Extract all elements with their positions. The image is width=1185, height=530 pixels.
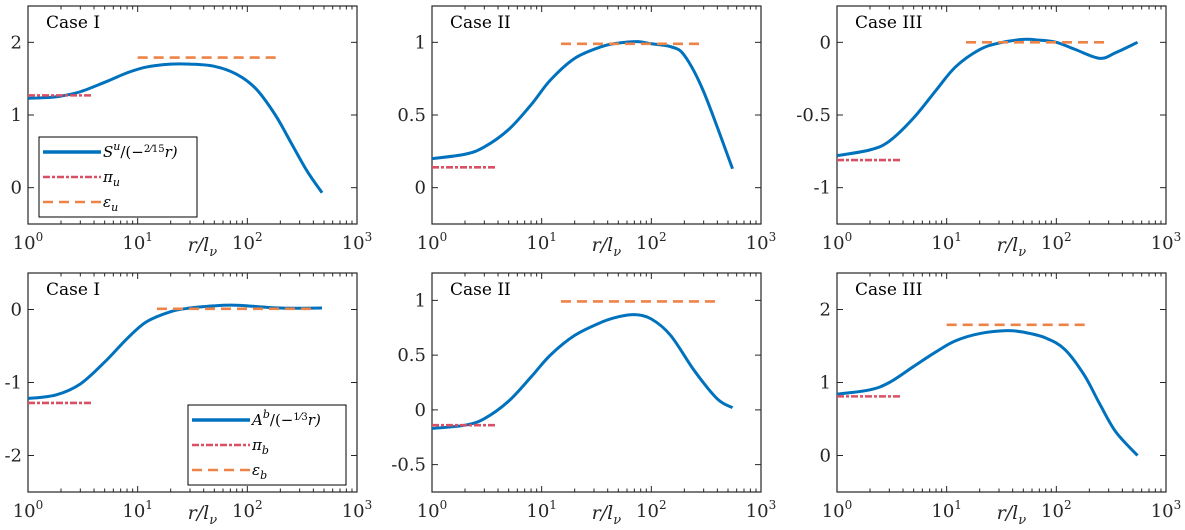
y-tick-label: -1 xyxy=(4,373,22,394)
x-tick-label: 100 xyxy=(822,498,853,522)
x-tick-label: 103 xyxy=(746,230,777,254)
y-tick-label: 0 xyxy=(11,178,22,199)
x-tick-label: 100 xyxy=(417,230,448,254)
panel-top-left: 100 101 102 103 r/lν 0 1 2 Case I Su/(−2⁄15r) πu εu xyxy=(11,5,373,260)
panel-top-right: 100 101 102 103 r/lν -1 -0.5 0 Case III xyxy=(796,5,1182,260)
x-tick-label: 100 xyxy=(822,230,853,254)
x-tick-label: 103 xyxy=(1151,498,1182,522)
y-tick-label: 2 xyxy=(11,32,22,53)
x-tick-label: 102 xyxy=(232,498,263,522)
series-curve-line xyxy=(28,303,323,401)
panel-bottom-middle: 100 101 102 103 r/lν -0.5 0 0.5 1 Case II xyxy=(391,272,777,528)
x-tick-label: 102 xyxy=(636,230,667,254)
legend: Ab/(−1⁄3r) πb εb xyxy=(187,404,347,486)
x-tick-label: 101 xyxy=(526,498,557,522)
y-tick-label: -1 xyxy=(813,178,831,199)
case-label: Case I xyxy=(46,280,100,300)
y-tick-label: 2 xyxy=(820,300,831,321)
x-axis-label: r/lν xyxy=(592,234,622,260)
x-tick-label: 102 xyxy=(232,230,263,254)
x-tick-label: 102 xyxy=(1041,498,1072,522)
case-label: Case II xyxy=(450,13,511,33)
axes-frame xyxy=(836,5,1167,225)
x-tick-label: 103 xyxy=(1151,230,1182,254)
panel-bottom-right: 100 101 102 103 r/lν 0 1 2 Case III xyxy=(820,272,1182,528)
x-tick-label: 101 xyxy=(931,498,962,522)
legend-label-eps: εb xyxy=(252,461,267,482)
y-tick-label: 0 xyxy=(820,446,831,467)
case-label: Case III xyxy=(855,280,922,300)
series-curve-line xyxy=(837,329,1139,457)
x-tick-label: 101 xyxy=(526,230,557,254)
y-tick-label: 1 xyxy=(415,290,426,311)
y-tick-label: 0 xyxy=(11,300,22,321)
legend-box xyxy=(38,136,198,218)
axes-frame xyxy=(431,5,762,225)
x-axis-label: r/lν xyxy=(188,234,218,260)
y-tick-label: 0 xyxy=(415,178,426,199)
x-tick-label: 100 xyxy=(417,498,448,522)
y-tick-label: 1 xyxy=(11,105,22,126)
x-tick-label: 101 xyxy=(931,230,962,254)
x-tick-label: 102 xyxy=(636,498,667,522)
x-tick-label: 100 xyxy=(13,498,44,522)
x-tick-label: 100 xyxy=(13,230,44,254)
series-curve-line xyxy=(432,313,734,430)
y-tick-label: -0.5 xyxy=(391,455,426,476)
y-tick-label: -0.5 xyxy=(796,105,831,126)
legend-label-curve: Ab/(−1⁄3r) xyxy=(250,408,321,429)
y-tick-label: 0 xyxy=(820,32,831,53)
x-tick-label: 103 xyxy=(342,498,373,522)
y-tick-label: 1 xyxy=(415,32,426,53)
legend-label-pi: πu xyxy=(102,168,120,189)
legend-label-pi: πb xyxy=(251,436,269,457)
x-tick-label: 101 xyxy=(122,230,153,254)
series-curve-line xyxy=(432,40,734,170)
x-tick-label: 102 xyxy=(1041,230,1072,254)
x-axis-label: r/lν xyxy=(997,502,1027,528)
legend: Su/(−2⁄15r) πu εu xyxy=(38,136,198,218)
x-axis-label: r/lν xyxy=(997,234,1027,260)
legend-label-curve: Su/(−2⁄15r) xyxy=(103,140,178,161)
panel-top-middle: 100 101 102 103 r/lν 0 0.5 1 Case II xyxy=(397,5,777,260)
x-tick-label: 101 xyxy=(122,498,153,522)
x-axis-label: r/lν xyxy=(592,502,622,528)
y-tick-label: -2 xyxy=(4,446,22,467)
y-tick-label: 0.5 xyxy=(397,345,426,366)
x-axis-label: r/lν xyxy=(188,502,218,528)
y-tick-label: 1 xyxy=(820,373,831,394)
case-label: Case II xyxy=(450,280,511,300)
axes-frame xyxy=(431,272,762,493)
legend-label-eps: εu xyxy=(103,193,118,214)
x-tick-label: 103 xyxy=(746,498,777,522)
x-tick-label: 103 xyxy=(342,230,373,254)
panel-bottom-left: 100 101 102 103 r/lν -2 -1 0 Case I Ab/(−1⁄3r) πb ε… xyxy=(4,272,373,528)
y-tick-label: 0.5 xyxy=(397,105,426,126)
case-label: Case I xyxy=(46,13,100,33)
y-tick-label: 0 xyxy=(415,400,426,421)
case-label: Case III xyxy=(855,13,922,33)
